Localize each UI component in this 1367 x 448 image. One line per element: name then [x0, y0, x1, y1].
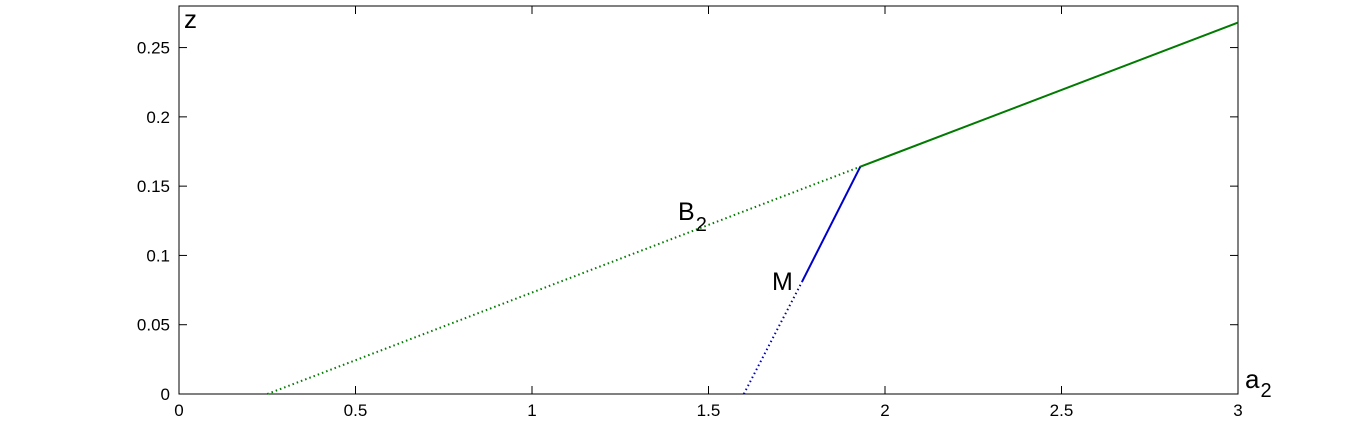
series-label-m: M: [772, 268, 793, 296]
series-layer: [266, 21, 1239, 395]
y-tick-label: 0.1: [146, 246, 170, 265]
x-tick-label: 1.5: [697, 401, 721, 420]
y-tick-label: 0.05: [137, 316, 170, 335]
series-label-m-base: M: [772, 268, 793, 296]
series-label-b2: B2: [678, 198, 707, 236]
x-axis: 0 0.5 1 1.5 2 2.5 3: [174, 6, 1243, 420]
x-tick-label: 1: [527, 401, 536, 420]
x-tick-label: 3: [1233, 401, 1242, 420]
x-tick-label: 0.5: [344, 401, 368, 420]
y-tick-label: 0.25: [137, 39, 170, 58]
x-axis-label: a2: [1245, 364, 1272, 402]
x-tick-label: 2: [880, 401, 889, 420]
x-tick-label: 0: [174, 401, 183, 420]
x-axis-label-subscript: 2: [1260, 380, 1271, 402]
y-axis-label: z: [184, 4, 197, 34]
series-label-b2-base: B: [678, 198, 695, 226]
series-1-dotted-line: [742, 281, 803, 395]
y-tick-label: 0: [161, 385, 170, 404]
y-axis: 0 0.05 0.1 0.15 0.2 0.25: [137, 39, 1238, 404]
x-tick-label: 2.5: [1050, 401, 1074, 420]
x-axis-label-base: a: [1245, 364, 1260, 394]
series-label-b2-subscript: 2: [696, 214, 707, 236]
y-tick-label: 0.15: [137, 177, 170, 196]
y-tick-label: 0.2: [146, 108, 170, 127]
series-0-solid-line: [859, 21, 1239, 168]
plot-area-frame: [178, 5, 1239, 395]
series-1-solid-line: [801, 166, 862, 283]
